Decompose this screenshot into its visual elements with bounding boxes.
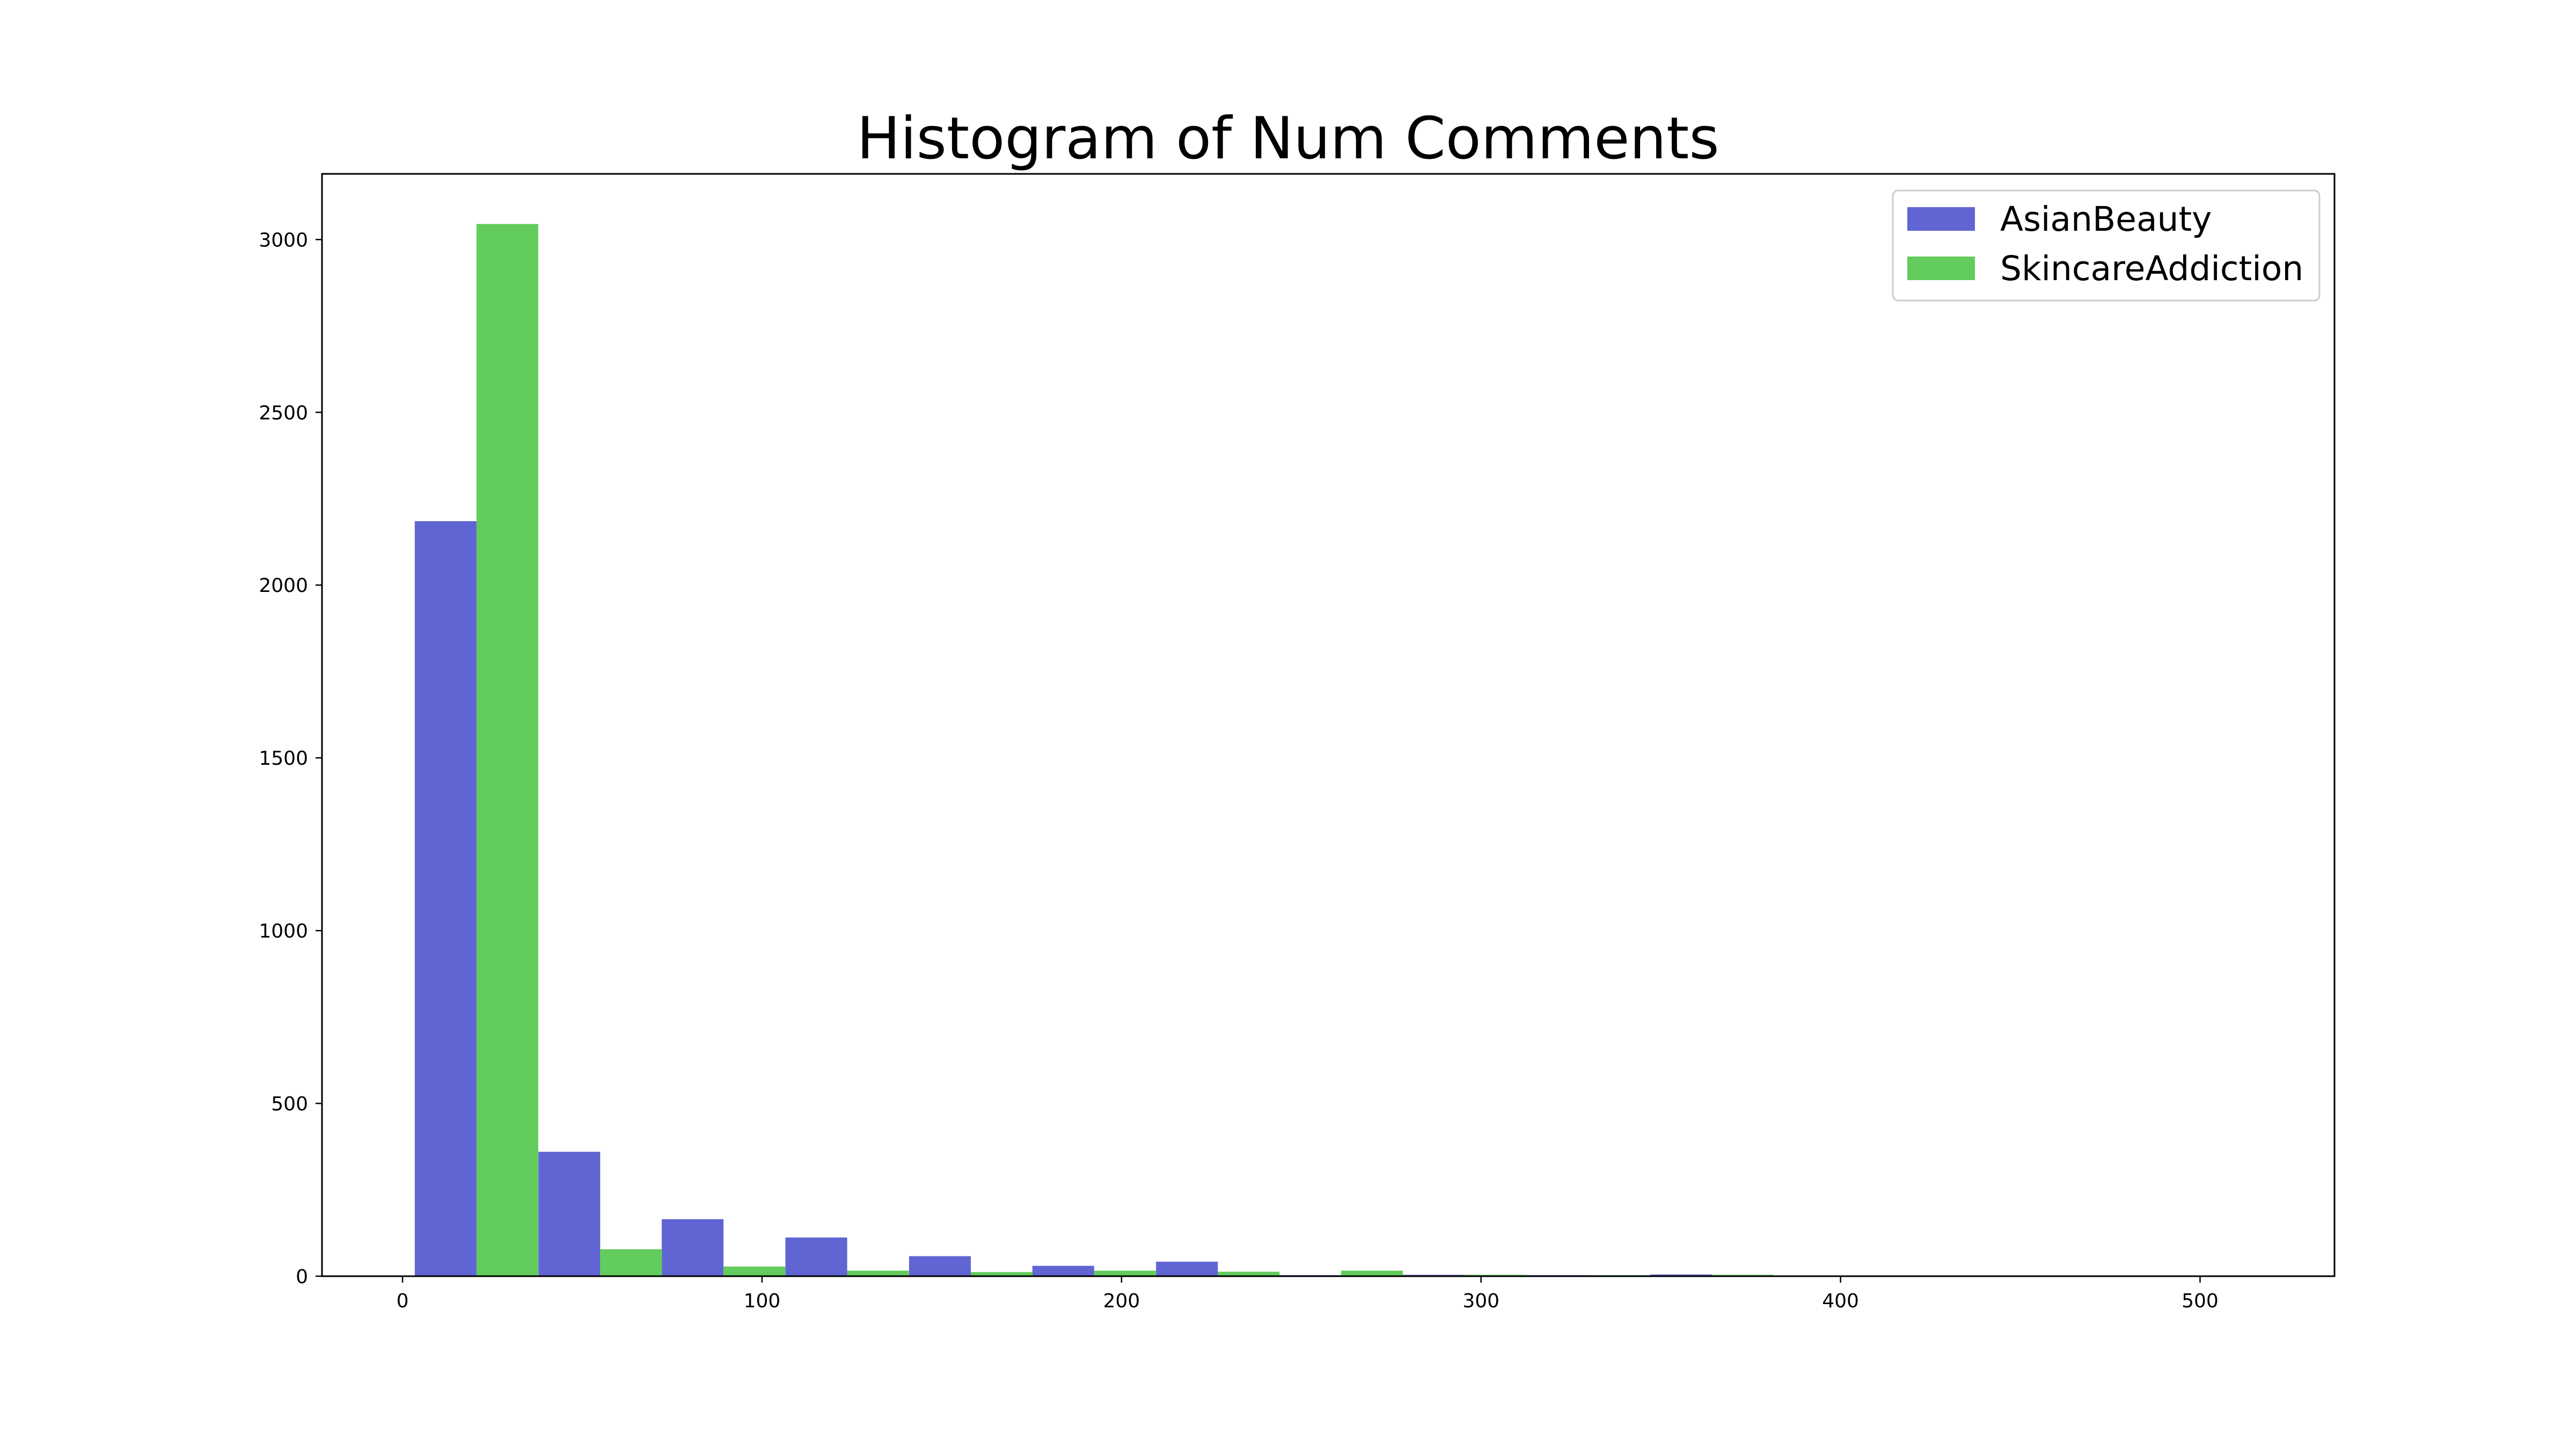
bar-asianbeauty-4 — [909, 1256, 971, 1276]
legend: AsianBeauty SkincareAddiction — [1892, 189, 2321, 302]
y-tick-label: 2000 — [259, 575, 308, 597]
bar-skincareaddiction-0 — [476, 224, 539, 1276]
y-tick-label: 3000 — [259, 229, 308, 251]
plot-frame — [321, 173, 2336, 1277]
bar-skincareaddiction-6 — [1218, 1271, 1280, 1276]
bar-skincareaddiction-7 — [1341, 1270, 1403, 1276]
bar-skincareaddiction-5 — [1094, 1270, 1156, 1276]
x-tick-label: 200 — [1103, 1290, 1140, 1312]
x-tick-label: 300 — [1462, 1290, 1499, 1312]
bar-asianbeauty-1 — [538, 1152, 601, 1276]
legend-swatch-skincareaddiction — [1907, 257, 1975, 280]
bar-asianbeauty-6 — [1156, 1261, 1218, 1276]
bar-asianbeauty-10 — [1650, 1274, 1712, 1276]
y-tick-label: 2500 — [259, 402, 308, 424]
bar-asianbeauty-2 — [662, 1219, 724, 1276]
legend-box — [1892, 189, 2321, 302]
ticks-layer: 0 100 200 300 400 500 0 500 1000 1500 2000 2500 3000 — [259, 229, 2218, 1312]
legend-label-skincareaddiction: SkincareAddiction — [2000, 249, 2303, 288]
x-tick-label: 100 — [744, 1290, 781, 1312]
bar-skincareaddiction-3 — [847, 1270, 909, 1276]
legend-label-asianbeauty: AsianBeauty — [2000, 200, 2212, 239]
y-tick-label: 0 — [296, 1266, 308, 1288]
x-tick-label: 500 — [2182, 1290, 2219, 1312]
chart-title: Histogram of Num Comments — [857, 105, 1719, 172]
bar-asianbeauty-0 — [414, 521, 477, 1276]
y-tick-label: 1500 — [259, 748, 308, 770]
x-tick-label: 400 — [1822, 1290, 1859, 1312]
bar-asianbeauty-3 — [785, 1237, 847, 1276]
bar-asianbeauty-5 — [1032, 1265, 1094, 1276]
bar-skincareaddiction-4 — [971, 1272, 1033, 1276]
bar-skincareaddiction-2 — [723, 1266, 786, 1276]
y-tick-label: 1000 — [259, 920, 308, 942]
bar-skincareaddiction-1 — [600, 1249, 662, 1276]
legend-swatch-asianbeauty — [1907, 207, 1975, 231]
x-tick-label: 0 — [397, 1290, 409, 1312]
y-tick-label: 500 — [271, 1093, 308, 1115]
